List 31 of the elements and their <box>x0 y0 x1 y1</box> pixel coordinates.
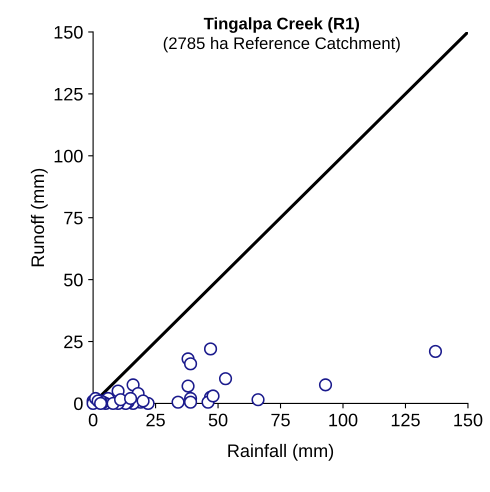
point <box>124 392 138 406</box>
x-tick-label: 100 <box>329 414 358 426</box>
y-tick-label: 100 <box>54 150 83 163</box>
x-tick-label: 125 <box>392 414 420 426</box>
x-tick-label: 50 <box>208 414 228 426</box>
point <box>251 393 265 406</box>
chart-subtitle: (2785 ha Reference Catchment) <box>164 36 400 52</box>
point <box>136 394 150 408</box>
point <box>204 342 218 356</box>
y-tick-label: 125 <box>54 88 83 101</box>
chart-title: Tingalpa Creek (R1) <box>204 17 360 33</box>
point <box>206 389 220 403</box>
point <box>171 396 185 409</box>
point <box>94 396 108 410</box>
point <box>218 372 232 386</box>
x-tick-label: 150 <box>454 414 482 426</box>
point <box>318 378 332 392</box>
y-tick-label: 75 <box>64 212 83 224</box>
x-axis-title: Rainfall (mm) <box>228 444 334 461</box>
x-tick-label: 75 <box>271 414 290 426</box>
point <box>181 380 195 393</box>
point <box>184 396 198 409</box>
point <box>428 344 442 358</box>
x-tick-label: 0 <box>88 414 98 426</box>
y-tick-label: 50 <box>64 274 83 286</box>
y-tick-label: 0 <box>74 397 83 410</box>
y-tick-label: 150 <box>54 26 83 39</box>
y-axis-title: Runoff (mm) <box>30 168 48 266</box>
x-tick-label: 25 <box>146 414 165 426</box>
point <box>184 357 198 370</box>
y-tick-label: 25 <box>64 335 83 348</box>
